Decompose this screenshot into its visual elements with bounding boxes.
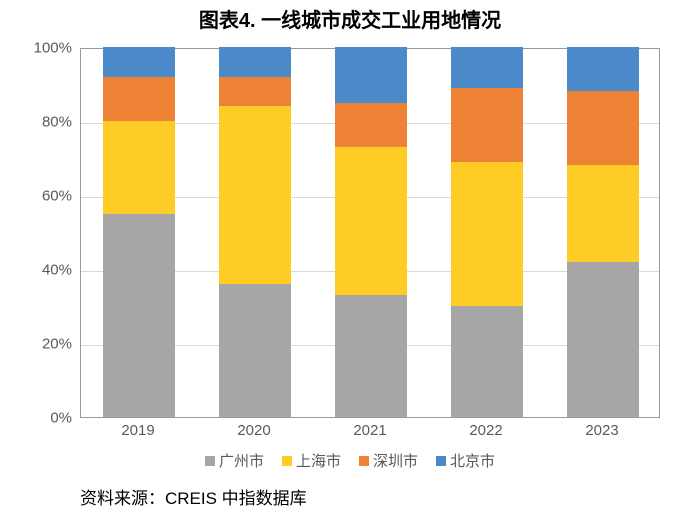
bar-seg-上海市 [219,106,291,284]
y-tick-label: 100% [12,40,72,57]
bar-seg-北京市 [451,47,523,88]
bar-seg-广州市 [567,262,639,417]
source-label: 资料来源：CREIS 中指数据库 [80,484,307,509]
legend-item-广州市: 广州市 [205,450,264,471]
bar-seg-北京市 [219,47,291,77]
legend-swatch [436,456,446,466]
legend: 广州市 上海市 深圳市 北京市 [0,450,700,471]
y-tick-label: 20% [12,336,72,353]
legend-swatch [359,456,369,466]
bar-seg-广州市 [219,284,291,417]
bar-seg-北京市 [567,47,639,91]
bar-seg-深圳市 [103,77,175,121]
x-tick-label: 2020 [237,422,270,439]
bar-seg-广州市 [103,214,175,418]
bars-layer [81,49,659,417]
x-tick-label: 2019 [121,422,154,439]
x-tick-label: 2021 [353,422,386,439]
bar-2020 [219,49,291,417]
y-tick-label: 60% [12,188,72,205]
x-tick-label: 2023 [585,422,618,439]
legend-label: 广州市 [219,450,264,471]
bar-seg-北京市 [335,47,407,103]
bar-seg-上海市 [103,121,175,214]
legend-swatch [282,456,292,466]
legend-item-深圳市: 深圳市 [359,450,418,471]
y-tick-label: 0% [12,410,72,427]
bar-seg-深圳市 [451,88,523,162]
legend-label: 上海市 [296,450,341,471]
bar-2021 [335,49,407,417]
bar-seg-上海市 [335,147,407,295]
bar-seg-深圳市 [335,103,407,147]
plot-area [80,48,660,418]
bar-seg-广州市 [335,295,407,417]
x-tick-label: 2022 [469,422,502,439]
bar-seg-深圳市 [567,91,639,165]
bar-2023 [567,49,639,417]
legend-item-北京市: 北京市 [436,450,495,471]
legend-label: 深圳市 [373,450,418,471]
legend-item-上海市: 上海市 [282,450,341,471]
bar-seg-北京市 [103,47,175,77]
legend-label: 北京市 [450,450,495,471]
legend-swatch [205,456,215,466]
bar-seg-上海市 [567,165,639,261]
bar-seg-上海市 [451,162,523,306]
bar-2019 [103,49,175,417]
bar-seg-广州市 [451,306,523,417]
y-tick-label: 40% [12,262,72,279]
y-tick-label: 80% [12,114,72,131]
chart-title: 图表4. 一线城市成交工业用地情况 [0,0,700,33]
bar-2022 [451,49,523,417]
bar-seg-深圳市 [219,77,291,107]
chart-container: 图表4. 一线城市成交工业用地情况 0% 20% 40% 60% 80% 100% 201… [0,0,700,519]
